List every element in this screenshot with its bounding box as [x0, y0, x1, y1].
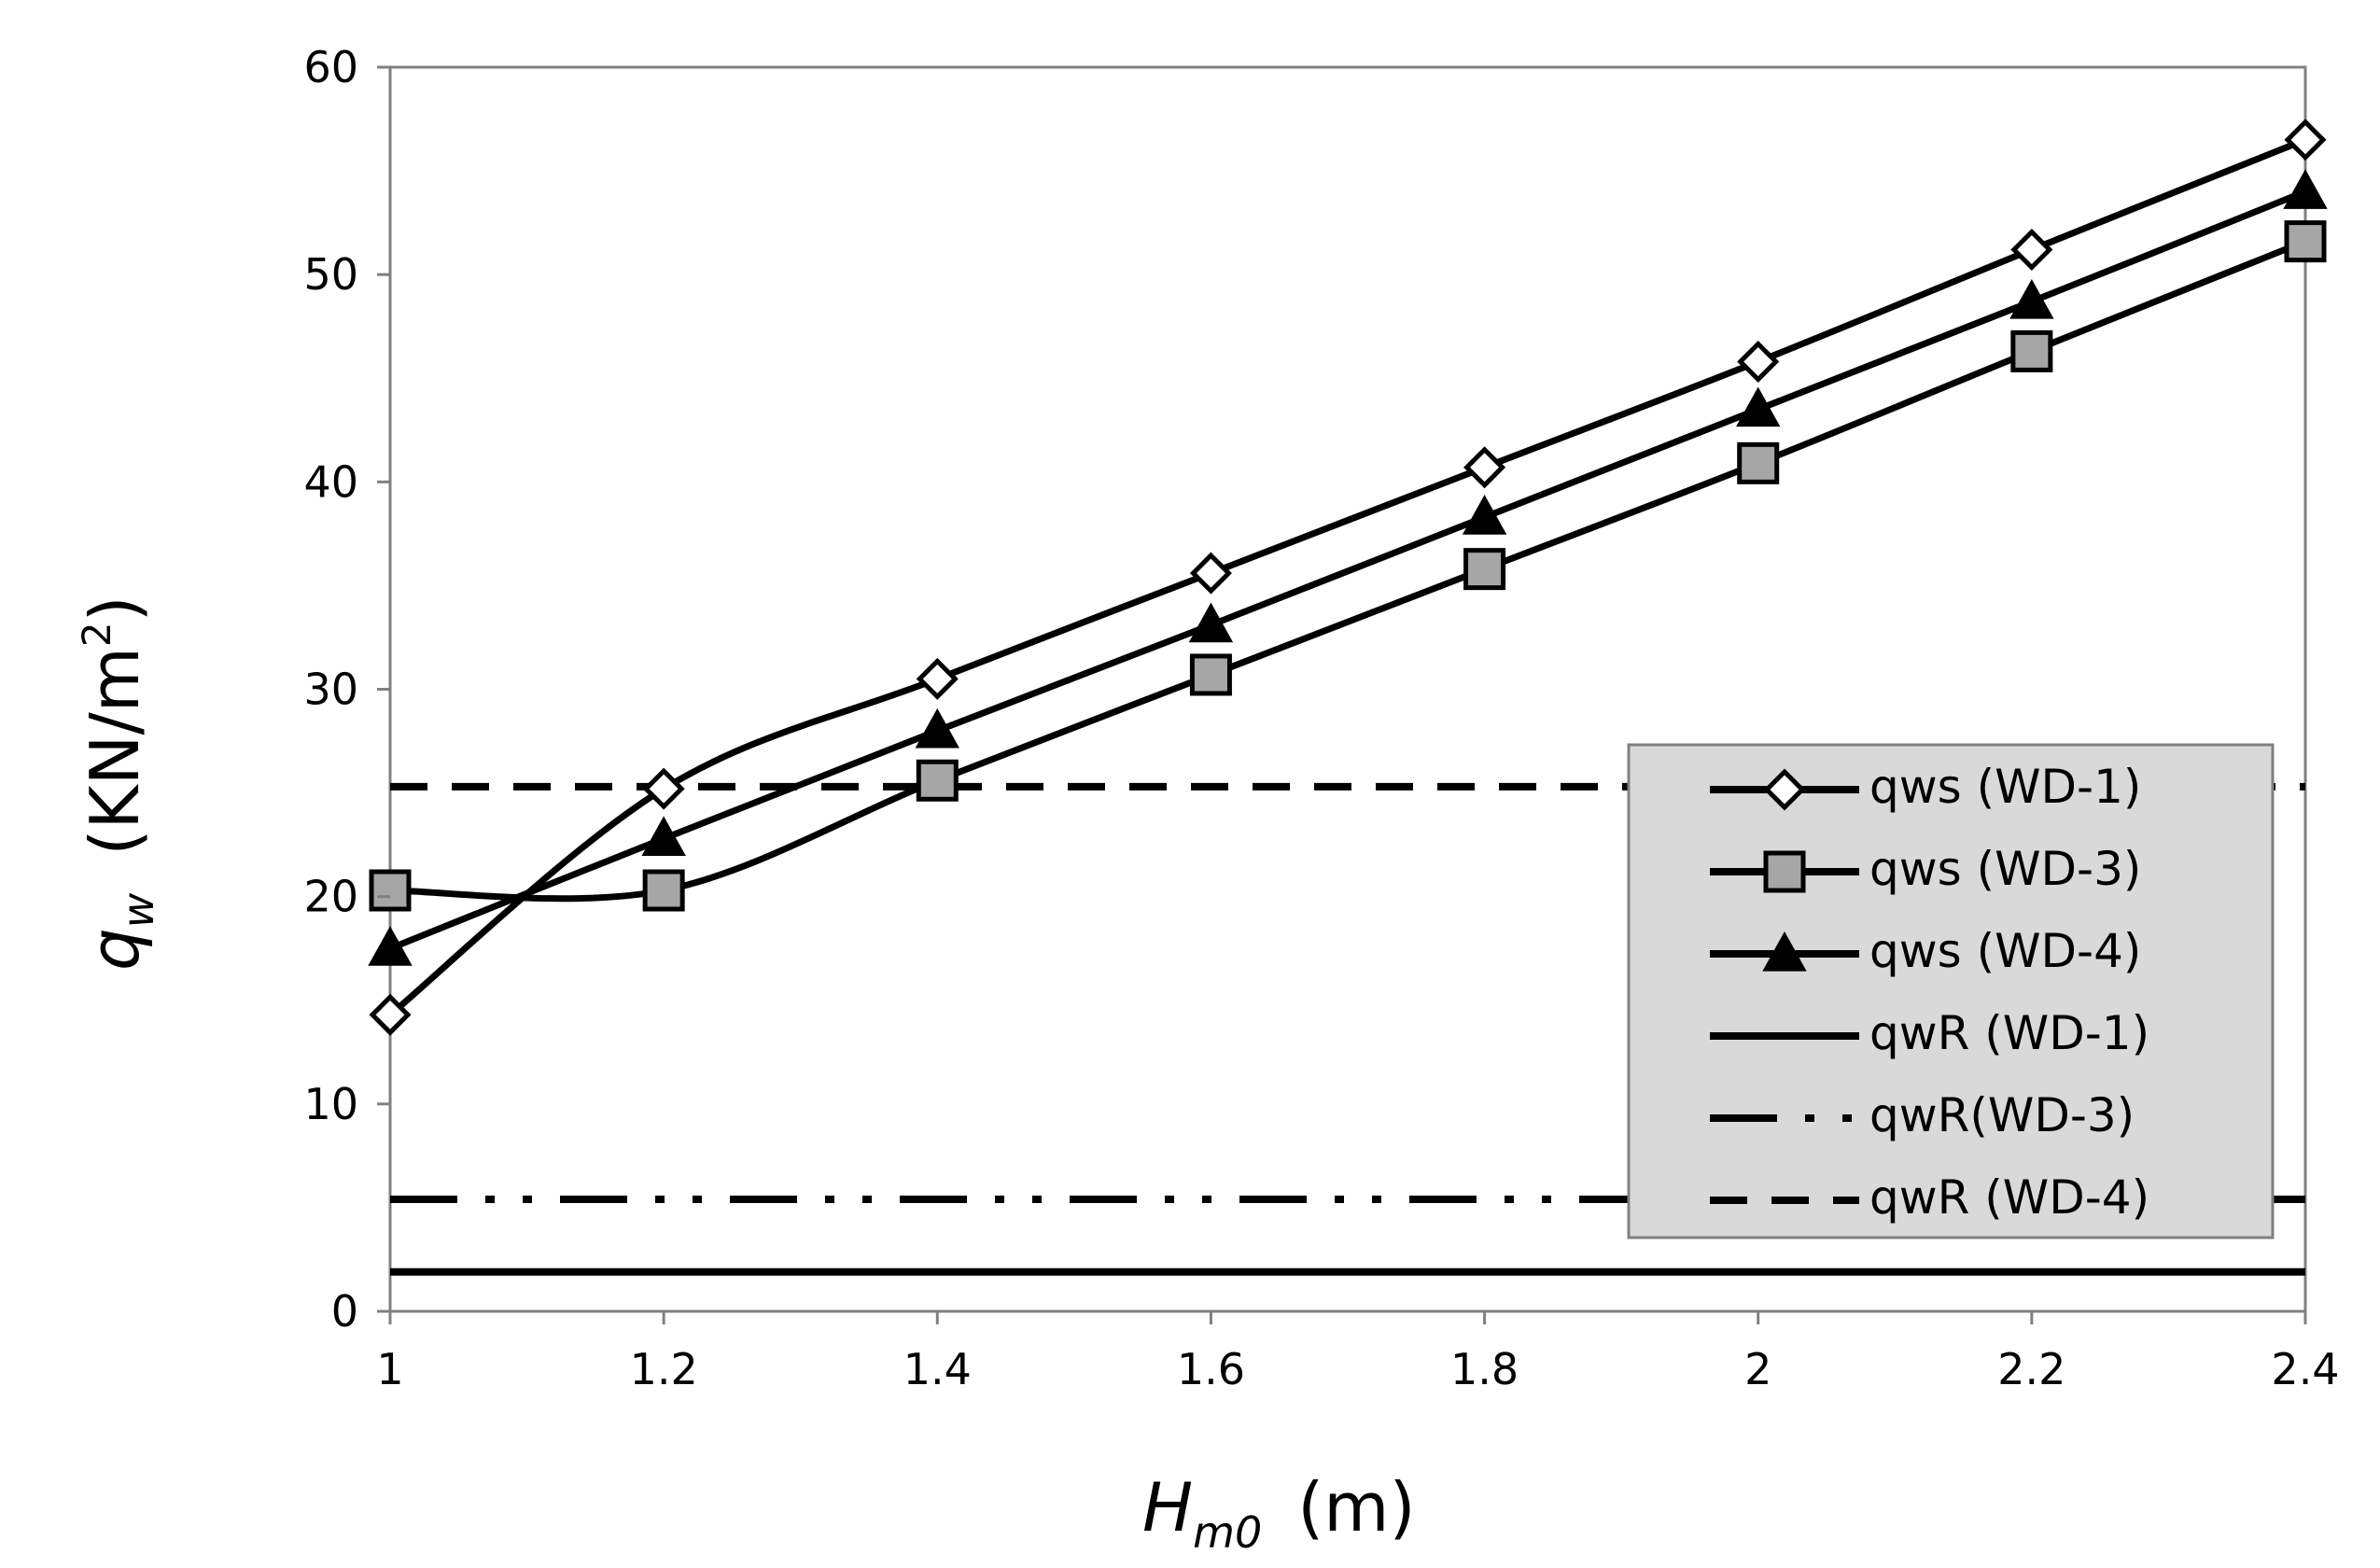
data-point-qws-wd-3 — [369, 869, 412, 912]
legend-label-qwr-wd4: qwR (WD-4) — [1869, 1170, 2149, 1225]
data-point-qws-wd-4 — [641, 816, 686, 857]
data-point-qws-wd-4 — [1188, 602, 1234, 643]
legend-label-qwr-wd3: qwR(WD-3) — [1869, 1088, 2135, 1142]
legend-marker-qws-wd-4 — [1762, 931, 1807, 972]
y-tick-label: 10 — [303, 1079, 358, 1129]
data-point-qws-wd-4 — [2009, 278, 2054, 319]
x-tick-label: 1.2 — [630, 1344, 698, 1394]
data-point-qws-wd-3 — [2010, 329, 2053, 372]
legend-box — [1627, 743, 2275, 1239]
y-tick-label: 30 — [303, 665, 358, 715]
data-point-qws-wd-3 — [916, 759, 959, 802]
x-tick-label: 1 — [376, 1344, 403, 1394]
y-tick-label: 60 — [303, 42, 358, 92]
y-tick-label: 50 — [303, 249, 358, 300]
series-line-qws-wd-4 — [388, 189, 2307, 952]
legend-label-qwr-wd1: qwR (WD-1) — [1869, 1006, 2149, 1060]
x-tick-label: 2 — [1744, 1344, 1771, 1394]
x-axis-unit: (m) — [1297, 1468, 1415, 1547]
x-tick-label: 2.4 — [2271, 1344, 2339, 1394]
y-axis-unit-close: ) — [76, 595, 154, 622]
data-point-qws-wd-4 — [368, 926, 413, 966]
data-point-qws-wd-4 — [1462, 495, 1507, 535]
legend-label-qws-wd1: qws (WD-1) — [1869, 760, 2141, 814]
data-point-qws-wd-4 — [1736, 386, 1781, 427]
y-axis-unit-sup: 2 — [74, 622, 119, 647]
x-tick-label: 1.8 — [1450, 1344, 1519, 1394]
legend-marker-qws-wd-1 — [1763, 768, 1806, 811]
x-axis-subscript: m0 — [1193, 1507, 1262, 1558]
data-point-qws-wd-1 — [2284, 119, 2327, 161]
y-axis-subscript: w — [113, 892, 163, 928]
x-tick-label: 1.4 — [903, 1344, 972, 1394]
legend-samples — [1710, 768, 1859, 1204]
y-axis-title: qw (KN/m2) — [74, 595, 163, 971]
y-tick-label: 0 — [331, 1286, 358, 1337]
data-point-qws-wd-3 — [642, 869, 685, 912]
data-point-qws-wd-3 — [2284, 220, 2327, 263]
data-point-qws-wd-1 — [1737, 340, 1780, 384]
data-point-qws-wd-4 — [2283, 169, 2328, 209]
axis-ticks: 0 10 20 30 40 50 60 1 1.2 1.4 1.6 1.8 2 2.2 2.4 — [303, 42, 2339, 1394]
y-axis-unit: (KN/m — [76, 647, 154, 856]
data-point-qws-wd-3 — [1737, 441, 1780, 484]
legend-label-qws-wd4: qws (WD-4) — [1869, 924, 2141, 978]
data-point-qws-wd-3 — [1189, 653, 1232, 696]
y-tick-label: 20 — [303, 872, 358, 922]
data-point-qws-wd-1 — [642, 767, 685, 810]
y-tick-label: 40 — [303, 456, 358, 507]
data-point-qws-wd-1 — [2010, 228, 2053, 272]
x-tick-label: 1.6 — [1177, 1344, 1245, 1394]
data-point-qws-wd-3 — [1463, 548, 1506, 591]
x-axis-title: Hm0 (m) — [1142, 1468, 1416, 1558]
y-axis-symbol: q — [76, 928, 154, 971]
data-point-qws-wd-1 — [1463, 446, 1506, 489]
x-axis-symbol: H — [1142, 1468, 1193, 1547]
legend-label-qws-wd3: qws (WD-3) — [1869, 842, 2141, 896]
data-point-qws-wd-1 — [369, 993, 412, 1036]
x-tick-label: 2.2 — [1997, 1344, 2065, 1394]
data-point-qws-wd-4 — [915, 707, 959, 749]
data-point-qws-wd-1 — [1189, 552, 1232, 595]
series-line-qws-wd-3 — [389, 238, 2307, 903]
legend-marker-qws-wd-3 — [1763, 850, 1806, 893]
legend: qws (WD-1) qws (WD-3) qws (WD-4) qwR (WD… — [1627, 743, 2275, 1239]
data-point-qws-wd-1 — [916, 657, 959, 700]
